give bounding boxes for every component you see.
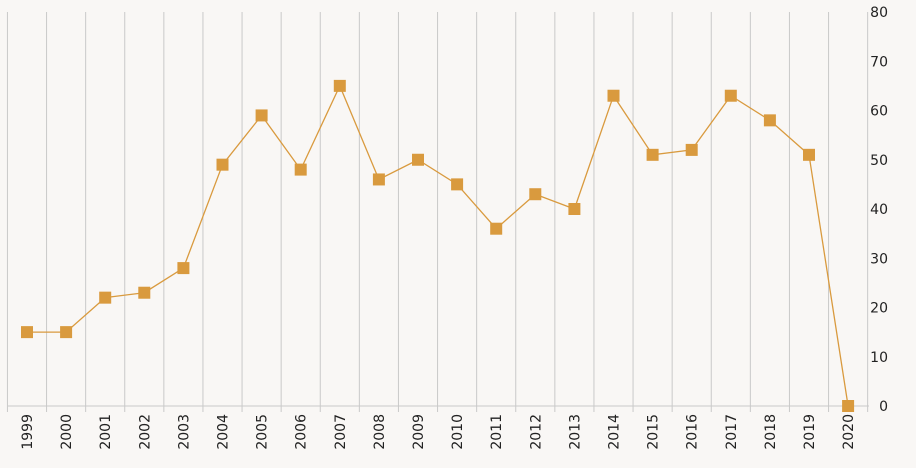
data-point-marker: [724, 89, 737, 102]
data-point-marker: [216, 158, 229, 171]
x-tick-label: 2017: [724, 414, 740, 450]
x-tick-label: 2005: [255, 414, 271, 450]
y-tick-label: 70: [870, 54, 888, 70]
x-tick-label: 2011: [489, 414, 505, 450]
data-point-marker: [529, 188, 542, 201]
x-tick-label: 2012: [528, 414, 544, 450]
y-tick-label: 30: [870, 251, 888, 267]
data-point-marker: [490, 222, 503, 235]
data-point-marker: [646, 148, 659, 161]
data-point-marker: [372, 173, 385, 186]
data-point-marker: [842, 400, 855, 412]
y-tick-label: 40: [870, 202, 888, 218]
data-point-marker: [412, 153, 424, 166]
x-tick-label: 2015: [646, 414, 662, 450]
x-tick-label: 2004: [216, 414, 232, 450]
data-point-marker: [451, 178, 464, 191]
x-tick-label: 2013: [567, 414, 583, 450]
x-tick-label: 2016: [685, 414, 701, 450]
data-point-marker: [568, 203, 581, 215]
series-line: [27, 84, 849, 407]
data-point-marker: [138, 286, 151, 299]
x-tick-label: 2008: [372, 414, 388, 450]
x-tick-label: 2009: [411, 414, 427, 450]
y-tick-label: 0: [879, 399, 888, 415]
data-point-marker: [685, 143, 698, 156]
x-tick-label: 2014: [607, 414, 623, 450]
x-tick-label: 2001: [98, 414, 114, 450]
data-point-marker: [763, 114, 776, 127]
x-tick-label: 2020: [841, 414, 857, 450]
x-tick-label: 2010: [450, 414, 466, 450]
x-tick-label: 2000: [59, 414, 75, 450]
y-tick-label: 50: [870, 153, 888, 169]
y-tick-label: 10: [870, 350, 888, 366]
data-point-marker: [607, 89, 620, 102]
y-tick-label: 60: [870, 104, 888, 120]
data-point-marker: [803, 148, 815, 161]
x-tick-label: 2006: [294, 414, 310, 450]
data-point-marker: [294, 163, 307, 176]
data-point-marker: [177, 262, 190, 275]
data-point-marker: [333, 79, 346, 92]
x-axis-labels: 1999 2000 2001 2002 2003 2004 2005 2006 2007 2008…: [20, 414, 857, 450]
data-point-marker: [60, 326, 73, 339]
x-tick-label: 2019: [802, 414, 818, 450]
y-tick-label: 80: [870, 5, 888, 21]
data-point-marker: [99, 291, 112, 304]
x-tick-label: 2007: [333, 414, 349, 450]
y-axis-labels: 0 10 20 30 40 50 60 70 80: [870, 5, 888, 415]
series-markers: [21, 79, 855, 412]
data-point-marker: [255, 109, 268, 122]
data-point-marker: [21, 326, 33, 339]
y-tick-label: 20: [870, 301, 888, 317]
x-tick-label: 2018: [763, 414, 779, 450]
x-tick-label: 2003: [176, 414, 192, 450]
x-tick-label: 2002: [137, 414, 153, 450]
chart-grid: [6, 12, 869, 412]
x-tick-label: 1999: [20, 414, 36, 450]
